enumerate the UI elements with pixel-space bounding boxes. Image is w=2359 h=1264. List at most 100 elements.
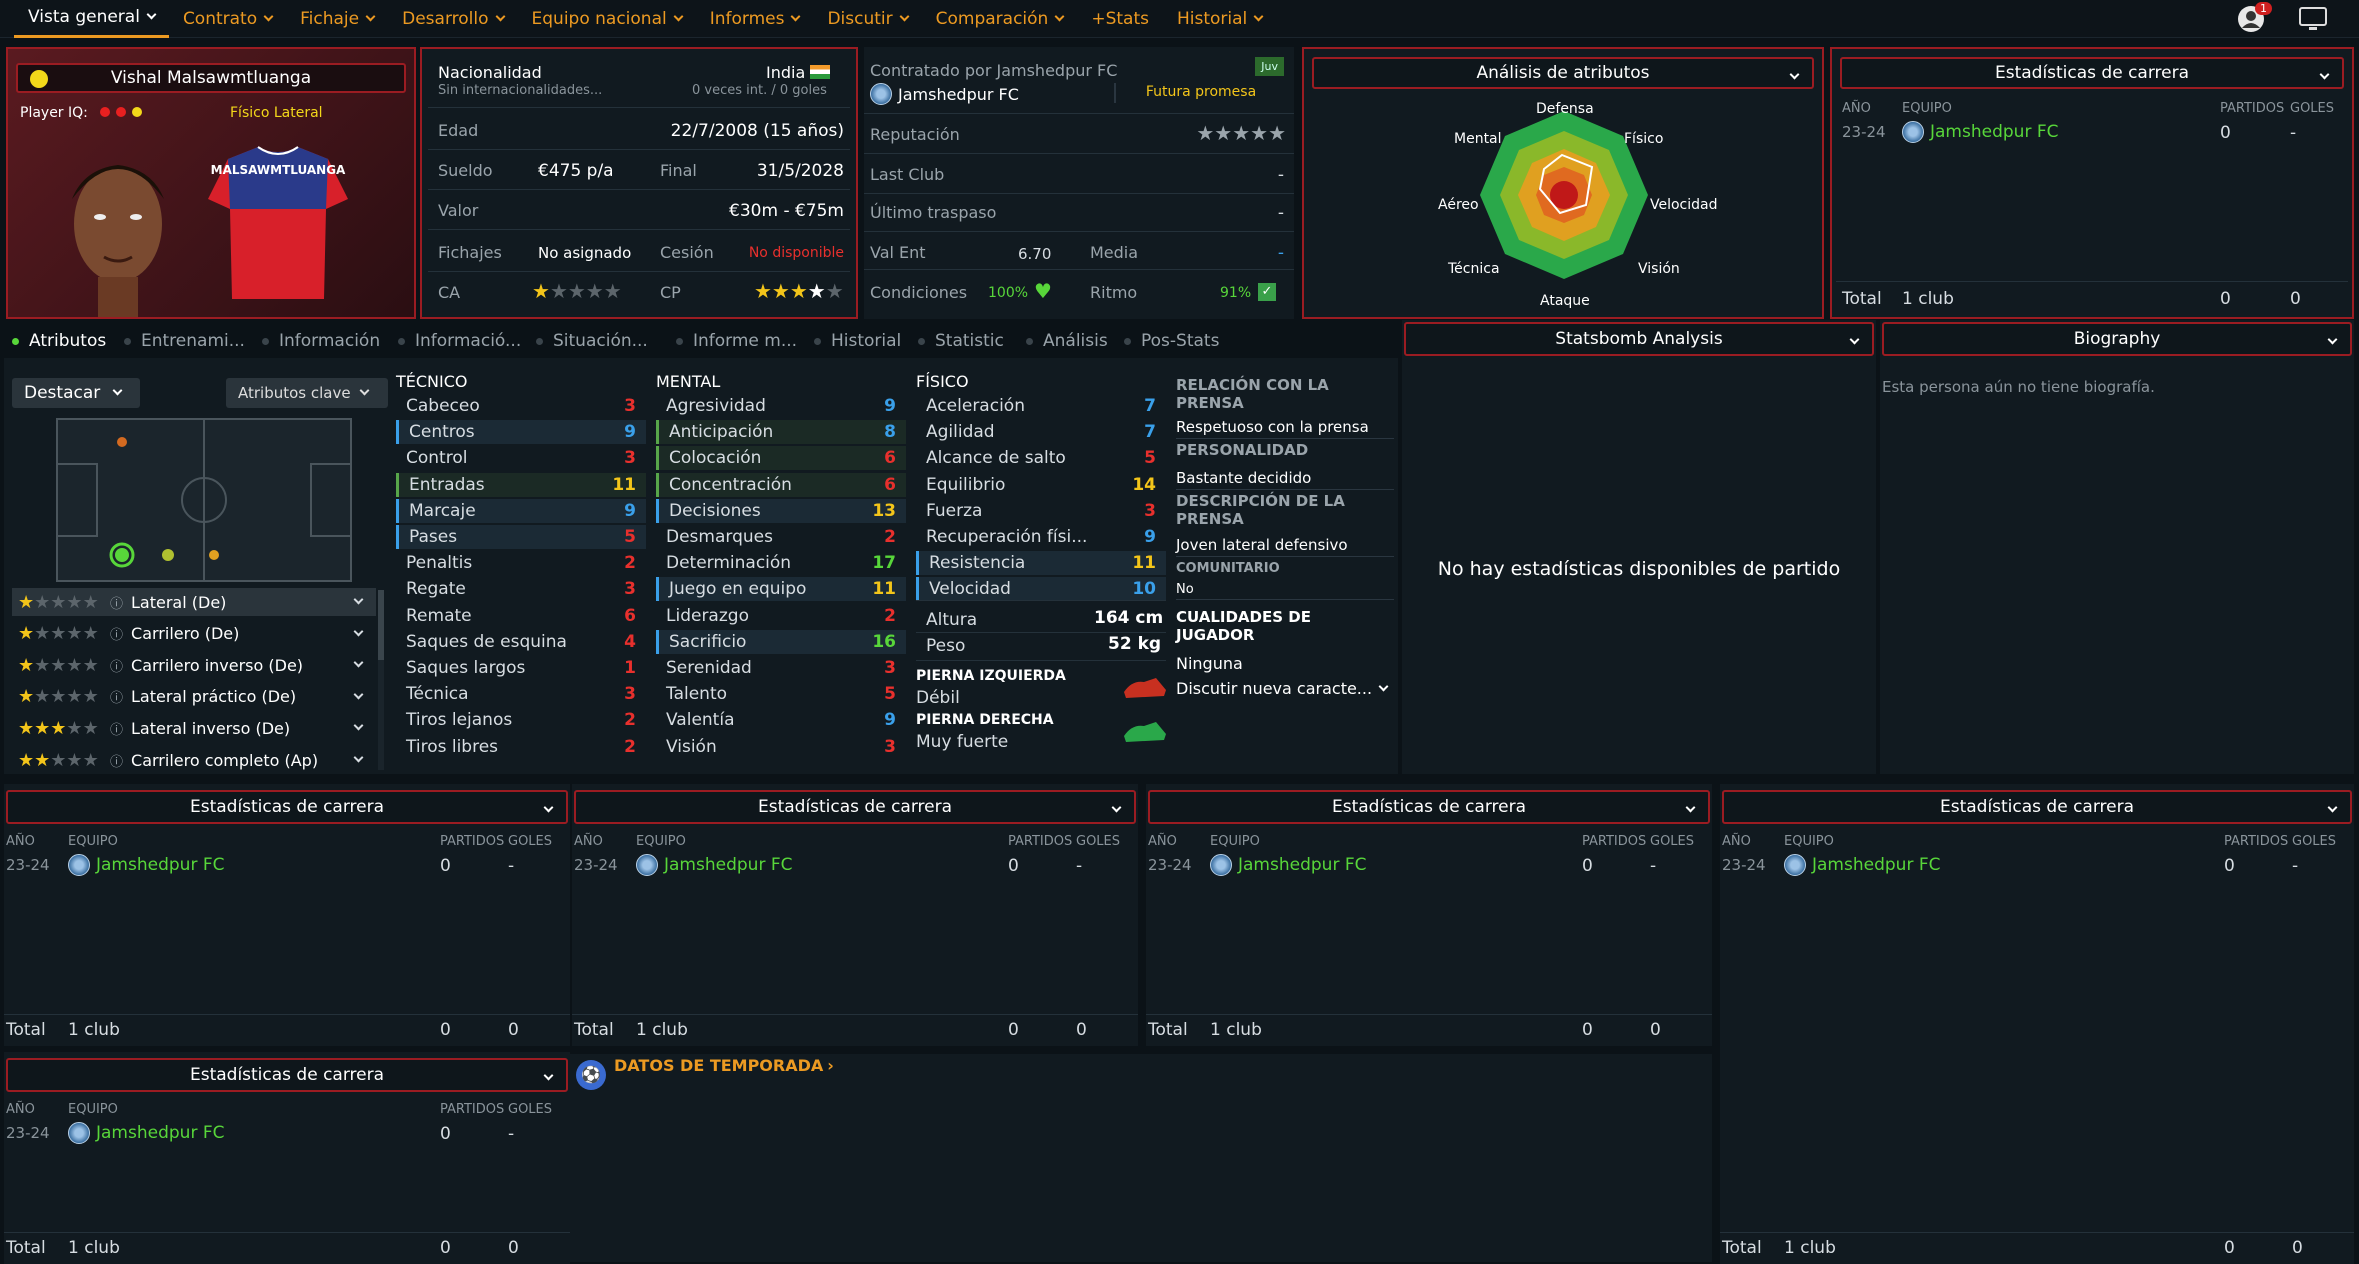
nav-comparacion[interactable]: Comparación	[922, 0, 1078, 38]
attribute-value: 3	[884, 736, 896, 757]
attribute-row[interactable]: Serenidad 3	[656, 656, 906, 680]
attribute-row[interactable]: Velocidad 10	[916, 577, 1166, 602]
tab-statistic[interactable]: Statistic	[918, 328, 1004, 354]
attribute-value: 8	[884, 422, 896, 443]
nav-contrato[interactable]: Contrato	[169, 0, 286, 38]
attribute-row[interactable]: Agresividad 9	[656, 394, 906, 418]
attribute-row[interactable]: Liderazgo 2	[656, 604, 906, 628]
row-team[interactable]: Jamshedpur FC	[68, 1122, 224, 1144]
attribute-row[interactable]: Valentía 9	[656, 708, 906, 732]
role-item[interactable]: ★★★★★ ⓘ Lateral práctico (De)	[12, 683, 376, 711]
attribute-row[interactable]: Colocación 6	[656, 446, 906, 471]
current-club[interactable]: Jamshedpur FC	[870, 83, 1019, 105]
tab-analisis[interactable]: Análisis	[1026, 328, 1108, 354]
attribute-row[interactable]: Control 3	[396, 446, 646, 470]
attribute-row[interactable]: Resistencia 11	[916, 551, 1166, 576]
tab-pos-stats[interactable]: Pos-Stats	[1124, 328, 1219, 354]
user-icon[interactable]: 1	[2236, 2, 2272, 34]
attribute-row[interactable]: Regate 3	[396, 577, 646, 601]
row-team[interactable]: Jamshedpur FC	[636, 854, 792, 876]
season-data-link[interactable]: DATOS DE TEMPORADA ›	[614, 1056, 834, 1075]
roles-scrollbar[interactable]	[378, 590, 384, 770]
tab-informe[interactable]: Informe m...	[676, 328, 797, 354]
top-nav: Vista general Contrato Fichaje Desarroll…	[0, 0, 2359, 38]
attribute-row[interactable]: Equilibrio 14	[916, 473, 1166, 497]
biography-header-dropdown[interactable]: Biography	[1882, 322, 2352, 356]
role-item[interactable]: ★★★★★ ⓘ Carrilero (De)	[12, 620, 376, 648]
career-header-dropdown[interactable]: Estadísticas de carrera	[6, 790, 568, 824]
row-team[interactable]: Jamshedpur FC	[1902, 121, 2058, 143]
tab-situacion[interactable]: Situación...	[536, 328, 648, 354]
info-icon: ⓘ	[110, 722, 124, 738]
attribute-row[interactable]: Visión 3	[656, 735, 906, 759]
row-team[interactable]: Jamshedpur FC	[1210, 854, 1366, 876]
career-header-dropdown[interactable]: Estadísticas de carrera	[1840, 57, 2344, 89]
attribute-row[interactable]: Concentración 6	[656, 472, 906, 497]
attribute-value: 11	[1132, 553, 1156, 574]
attribute-row[interactable]: Cabeceo 3	[396, 394, 646, 418]
attribute-row[interactable]: Centros 9	[396, 420, 646, 445]
fisico-title: FÍSICO	[916, 372, 969, 391]
career-header-dropdown[interactable]: Estadísticas de carrera	[6, 1058, 568, 1092]
nav-stats[interactable]: +Stats	[1077, 0, 1163, 38]
nav-historial[interactable]: Historial	[1163, 0, 1276, 38]
tab-historial[interactable]: Historial	[814, 328, 901, 354]
tab-entrenamiento[interactable]: Entrenami...	[124, 328, 245, 354]
attribute-row[interactable]: Sacrificio 16	[656, 629, 906, 654]
attribute-row[interactable]: Marcaje 9	[396, 498, 646, 523]
attribute-value: 7	[1144, 422, 1156, 443]
radar-header-dropdown[interactable]: Análisis de atributos	[1312, 57, 1814, 89]
role-item[interactable]: ★★★★★ ⓘ Lateral (De)	[12, 588, 376, 616]
attribute-row[interactable]: Decisiones 13	[656, 498, 906, 523]
role-item[interactable]: ★★★★★ ⓘ Carrilero completo (Ap)	[12, 746, 376, 770]
player-iq-label: Player IQ:	[20, 105, 88, 121]
discuss-trait-dropdown[interactable]: Discutir nueva caracte...	[1176, 679, 1394, 698]
attribute-row[interactable]: Remate 6	[396, 604, 646, 628]
nav-discutir[interactable]: Discutir	[813, 0, 921, 38]
monitor-icon[interactable]	[2298, 6, 2328, 37]
career-title: Estadísticas de carrera	[1331, 797, 1527, 817]
attribute-row[interactable]: Fuerza 3	[916, 499, 1166, 523]
attribute-row[interactable]: Tiros lejanos 2	[396, 708, 646, 732]
attribute-value: 10	[1132, 579, 1156, 600]
player-tags: Físico Lateral	[230, 105, 323, 121]
statsbomb-header-dropdown[interactable]: Statsbomb Analysis	[1404, 322, 1874, 356]
career-header-dropdown[interactable]: Estadísticas de carrera	[574, 790, 1136, 824]
attribute-row[interactable]: Aceleración 7	[916, 394, 1166, 418]
key-attributes-dropdown[interactable]: Atributos clave	[226, 378, 388, 408]
role-item[interactable]: ★★★★★ ⓘ Carrilero inverso (De)	[12, 651, 376, 679]
attribute-row[interactable]: Recuperación físi... 9	[916, 525, 1166, 549]
attribute-row[interactable]: Determinación 17	[656, 551, 906, 575]
nav-informes[interactable]: Informes	[696, 0, 814, 38]
tab-informacion[interactable]: Información	[262, 328, 380, 354]
attribute-row[interactable]: Anticipación 8	[656, 420, 906, 445]
total-clubs: 1 club	[1784, 1238, 1836, 1258]
attribute-row[interactable]: Alcance de salto 5	[916, 446, 1166, 470]
attribute-row[interactable]: Saques largos 1	[396, 656, 646, 680]
attribute-row[interactable]: Saques de esquina 4	[396, 630, 646, 654]
career-header-dropdown[interactable]: Estadísticas de carrera	[1148, 790, 1710, 824]
attribute-name: Entradas	[409, 474, 485, 495]
nav-fichaje[interactable]: Fichaje	[286, 0, 388, 38]
radar-label-ataque: Ataque	[1540, 293, 1590, 309]
attribute-row[interactable]: Penaltis 2	[396, 551, 646, 575]
attribute-row[interactable]: Juego en equipo 11	[656, 577, 906, 602]
tab-atributos[interactable]: Atributos	[12, 328, 106, 354]
attribute-row[interactable]: Agilidad 7	[916, 420, 1166, 444]
nav-vista-general[interactable]: Vista general	[14, 0, 169, 38]
nav-desarrollo[interactable]: Desarrollo	[388, 0, 517, 38]
career-header-dropdown[interactable]: Estadísticas de carrera	[1722, 790, 2352, 824]
attribute-row[interactable]: Talento 5	[656, 682, 906, 706]
attribute-row[interactable]: Técnica 3	[396, 682, 646, 706]
col-matches: PARTIDOS	[1008, 834, 1073, 849]
nav-equipo-nacional[interactable]: Equipo nacional	[518, 0, 696, 38]
highlight-dropdown[interactable]: Destacar	[12, 378, 140, 408]
attribute-row[interactable]: Desmarques 2	[656, 525, 906, 549]
attribute-row[interactable]: Tiros libres 2	[396, 735, 646, 759]
tab-informacion-2[interactable]: Informació...	[398, 328, 521, 354]
row-team[interactable]: Jamshedpur FC	[68, 854, 224, 876]
attribute-row[interactable]: Entradas 11	[396, 472, 646, 497]
row-team[interactable]: Jamshedpur FC	[1784, 854, 1940, 876]
role-item[interactable]: ★★★★★ ⓘ Lateral inverso (De)	[12, 714, 376, 742]
attribute-row[interactable]: Pases 5	[396, 525, 646, 549]
